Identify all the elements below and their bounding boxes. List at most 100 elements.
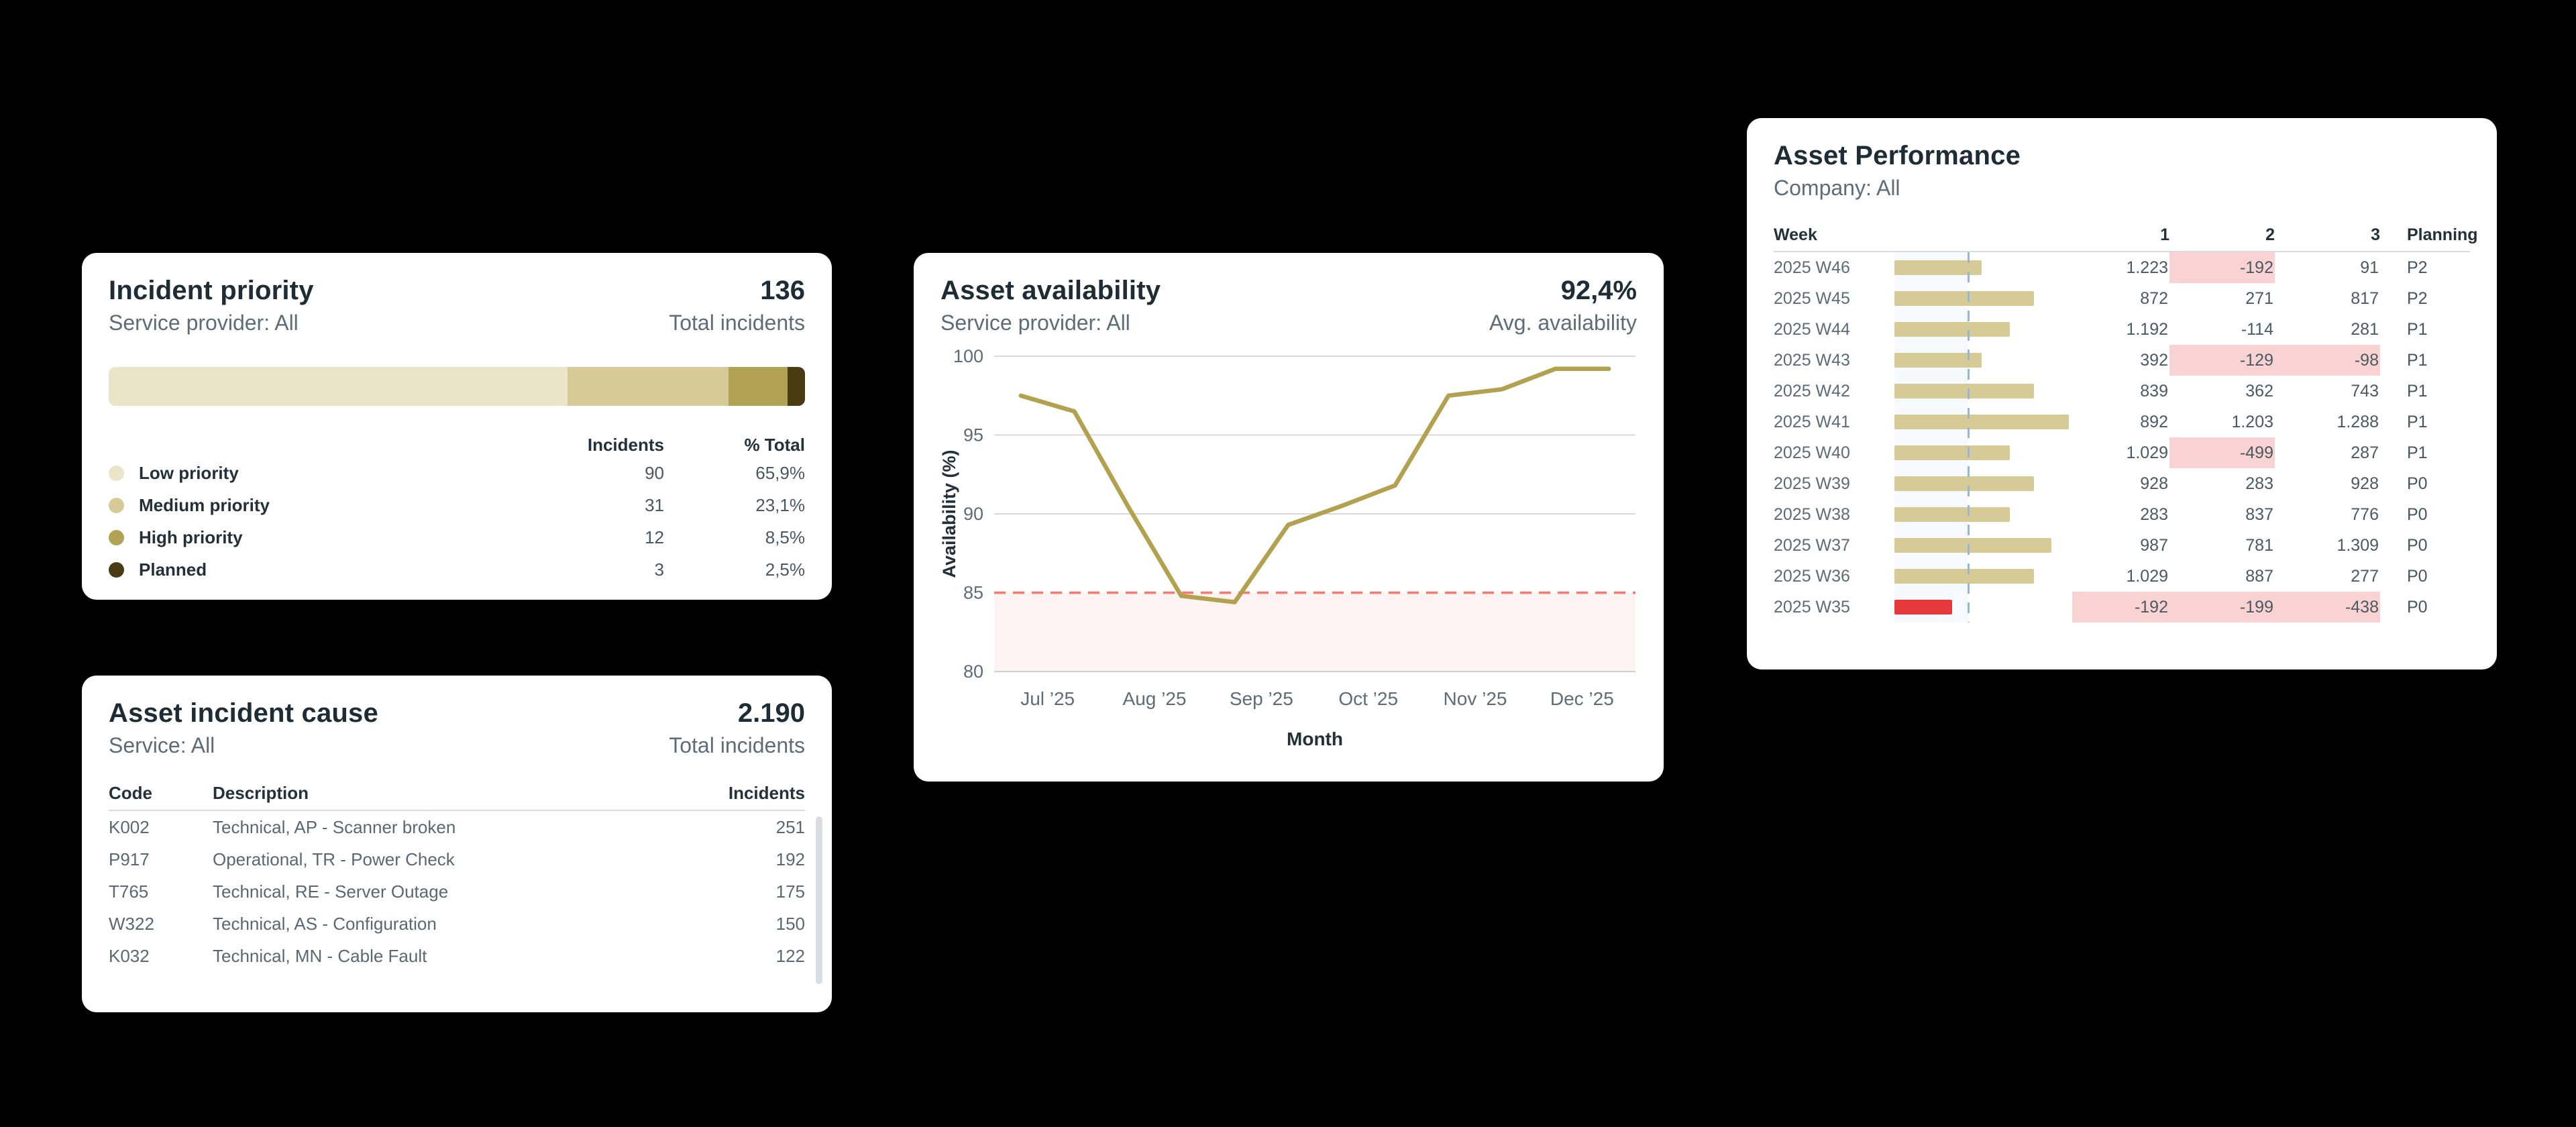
service-provider-filter-label: Service provider: All [941,310,1130,335]
metric-c3-value: 277 [2351,566,2379,586]
legend-label: Low priority [139,462,239,483]
week-label: 2025 W39 [1774,474,1850,493]
performance-row[interactable]: 2025 W44 1.192 -114 281 P1 [1774,314,2470,345]
performance-bar-cell [1894,376,2072,407]
legend-color-dot-icon [109,561,124,578]
card-header: Asset incident cause 2.190 [109,698,805,731]
legend-pct-value: 2,5% [765,559,805,580]
performance-row[interactable]: 2025 W35 -192 -199 -438 P0 [1774,592,2470,623]
week-label: 2025 W40 [1774,443,1850,462]
performance-bar [1894,260,1982,275]
cause-code: W322 [109,913,154,934]
cause-table-row[interactable]: P917 Operational, TR - Power Check 192 [109,843,805,875]
legend-color-dot-icon [109,529,124,545]
planning-value: P2 [2407,288,2428,308]
performance-row[interactable]: 2025 W45 872 271 817 P2 [1774,283,2470,314]
cause-code: T765 [109,881,149,902]
x-tick-label: Jul ’25 [1020,688,1075,709]
card-title: Incident priority [109,276,314,305]
service-filter-label: Service: All [109,733,215,757]
planning-value: P1 [2407,319,2428,339]
card-header: Asset Performance [1774,141,2470,173]
column-header-incidents: Incidents [587,434,664,455]
metric-c1-value: 892 [2140,412,2168,431]
performance-row[interactable]: 2025 W43 392 -129 -98 P1 [1774,345,2470,376]
priority-bar-segment[interactable] [728,367,788,406]
performance-row[interactable]: 2025 W46 1.223 -192 91 P2 [1774,252,2470,283]
x-axis-title: Month [1287,729,1343,749]
cause-table-row[interactable]: T765 Technical, RE - Server Outage 175 [109,875,805,908]
performance-row[interactable]: 2025 W37 987 781 1.309 P0 [1774,530,2470,561]
priority-stacked-bar [109,367,805,406]
priority-bar-segment[interactable] [109,367,568,406]
y-tick-label: 95 [963,425,983,445]
cause-table-row[interactable]: K032 Technical, MN - Cable Fault 122 [109,940,805,972]
week-label: 2025 W38 [1774,504,1850,524]
metric-c3-value: 1.309 [2337,535,2379,555]
planning-value: P1 [2407,412,2428,431]
week-label: 2025 W45 [1774,288,1850,308]
performance-row[interactable]: 2025 W42 839 362 743 P1 [1774,376,2470,407]
cause-incidents-value: 122 [775,945,805,966]
cause-description: Technical, AP - Scanner broken [213,816,456,837]
legend-color-dot-icon [109,497,124,513]
performance-row[interactable]: 2025 W41 892 1.203 1.288 P1 [1774,407,2470,437]
below-threshold-zone [994,592,1635,672]
performance-bar [1894,476,2034,491]
cause-table-row[interactable]: K002 Technical, AP - Scanner broken 251 [109,811,805,843]
cause-description: Technical, RE - Server Outage [213,881,449,902]
metric-c1-value: 392 [2140,350,2168,370]
performance-bar-cell [1894,283,2072,314]
card-header: Incident priority 136 [109,276,805,308]
metric-c3-value: 281 [2351,319,2379,339]
metric-c1-value: 283 [2140,504,2168,524]
column-header-3: 3 [2371,225,2380,244]
cause-incidents-value: 192 [775,849,805,869]
performance-bar-cell [1894,314,2072,345]
priority-bar-segment[interactable] [568,367,729,406]
performance-row[interactable]: 2025 W39 928 283 928 P0 [1774,468,2470,499]
total-incidents-caption: Total incidents [669,733,805,757]
metric-c1-value: 1.029 [2126,443,2168,462]
metric-c3-value: 817 [2351,288,2379,308]
priority-legend-row[interactable]: Planned 3 2,5% [109,553,805,586]
y-axis-title: Availability (%) [941,449,959,578]
priority-bar-segment[interactable] [788,367,805,406]
legend-incidents-value: 90 [645,462,664,483]
performance-bar-cell [1894,530,2072,561]
vertical-scrollbar-thumb[interactable] [816,816,822,984]
legend-label: High priority [139,527,243,547]
metric-c1-value: -192 [2072,592,2169,623]
cause-incidents-value: 175 [775,881,805,902]
metric-c2-value: 283 [2245,474,2273,493]
performance-bar [1894,569,2034,584]
week-label: 2025 W43 [1774,350,1850,370]
metric-c2-value: 781 [2245,535,2273,555]
card-title: Asset incident cause [109,698,378,728]
availability-series-line [1018,366,1611,604]
cause-table-row[interactable]: W322 Technical, AS - Configuration 150 [109,908,805,940]
card-subheader: Company: All [1774,173,2470,203]
priority-legend-row[interactable]: Low priority 90 65,9% [109,457,805,489]
performance-bar [1894,322,2010,337]
y-tick-label: 90 [963,504,983,524]
week-label: 2025 W41 [1774,412,1850,431]
performance-row[interactable]: 2025 W40 1.029 -499 287 P1 [1774,437,2470,468]
performance-bar [1894,507,2010,522]
performance-bar [1894,353,1982,368]
card-header: Asset availability 92,4% [941,276,1637,308]
metric-c3-value: 776 [2351,504,2379,524]
cause-code: K032 [109,945,150,966]
card-title: Asset Performance [1774,141,2021,170]
priority-legend-row[interactable]: Medium priority 31 23,1% [109,489,805,521]
performance-row[interactable]: 2025 W36 1.029 887 277 P0 [1774,561,2470,592]
performance-bar [1894,384,2034,398]
legend-label: Medium priority [139,494,270,515]
legend-label: Planned [139,559,207,580]
card-subheader: Service provider: All Avg. availability [941,308,1637,337]
performance-row[interactable]: 2025 W38 283 837 776 P0 [1774,499,2470,530]
priority-legend-row[interactable]: High priority 12 8,5% [109,521,805,553]
card-title: Asset availability [941,276,1161,305]
performance-bar-cell [1894,407,2072,437]
cause-incidents-value: 150 [775,913,805,934]
